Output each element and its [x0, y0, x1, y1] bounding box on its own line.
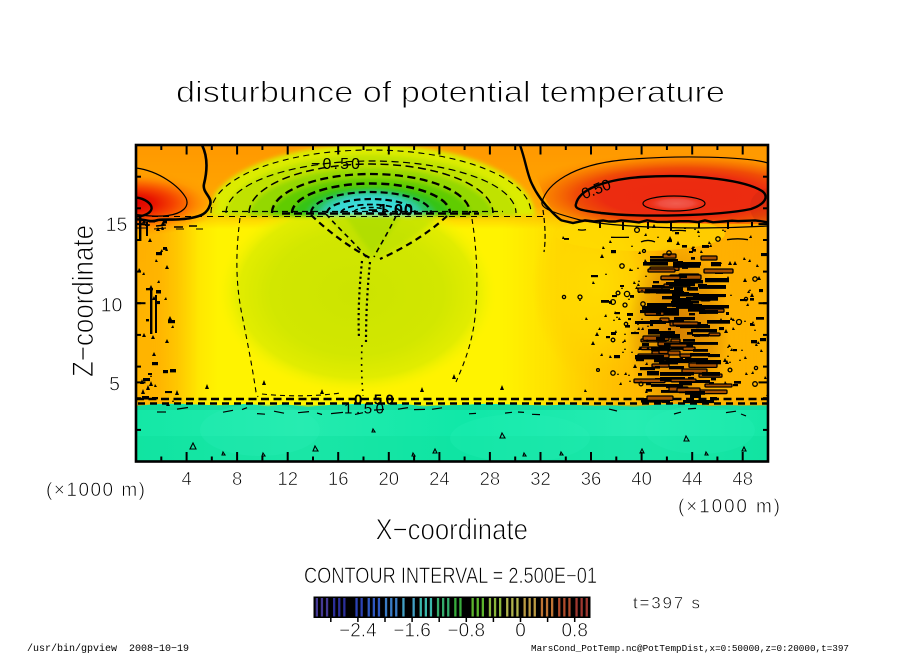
svg-text:−0.8: −0.8 — [448, 621, 486, 642]
svg-text:40: 40 — [631, 468, 652, 489]
svg-text:15: 15 — [106, 214, 128, 236]
svg-text:4: 4 — [181, 468, 191, 489]
svg-text:0.8: 0.8 — [561, 621, 587, 642]
svg-text:X−coordinate: X−coordinate — [375, 514, 528, 547]
svg-text:1.50: 1.50 — [344, 401, 384, 418]
svg-text:8: 8 — [232, 468, 242, 489]
svg-text:(×1000 m): (×1000 m) — [678, 497, 780, 518]
svg-text:−0.50: −0.50 — [311, 156, 360, 173]
svg-text:32: 32 — [530, 468, 551, 489]
svg-text:CONTOUR INTERVAL = 2.500E−01: CONTOUR INTERVAL = 2.500E−01 — [304, 563, 597, 588]
svg-text:0: 0 — [515, 621, 526, 642]
svg-text:−1.6: −1.6 — [393, 621, 431, 642]
svg-text:(×1000 m): (×1000 m) — [46, 480, 145, 501]
svg-text:−1.00: −1.00 — [368, 202, 413, 220]
svg-text:28: 28 — [480, 468, 501, 489]
svg-text:36: 36 — [581, 468, 602, 489]
svg-text:t=397 s: t=397 s — [633, 594, 700, 613]
svg-text:5: 5 — [109, 374, 120, 396]
svg-text:16: 16 — [328, 468, 349, 489]
svg-text:44: 44 — [682, 468, 703, 489]
svg-text:Z−coordinate: Z−coordinate — [67, 225, 100, 377]
svg-text:20: 20 — [379, 468, 400, 489]
svg-text:10: 10 — [101, 295, 123, 317]
svg-text:48: 48 — [732, 468, 753, 489]
svg-text:/usr/bin/gpview 2008−10−19: /usr/bin/gpview 2008−10−19 — [27, 643, 189, 654]
svg-text:24: 24 — [429, 468, 450, 489]
svg-text:12: 12 — [277, 468, 298, 489]
svg-text:disturbunce of potential tempe: disturbunce of potential temperature — [176, 76, 725, 109]
svg-text:−2.4: −2.4 — [339, 621, 377, 642]
svg-text:MarsCond_PotTemp.nc@PotTempDis: MarsCond_PotTemp.nc@PotTempDist,x=0:5000… — [531, 643, 849, 654]
